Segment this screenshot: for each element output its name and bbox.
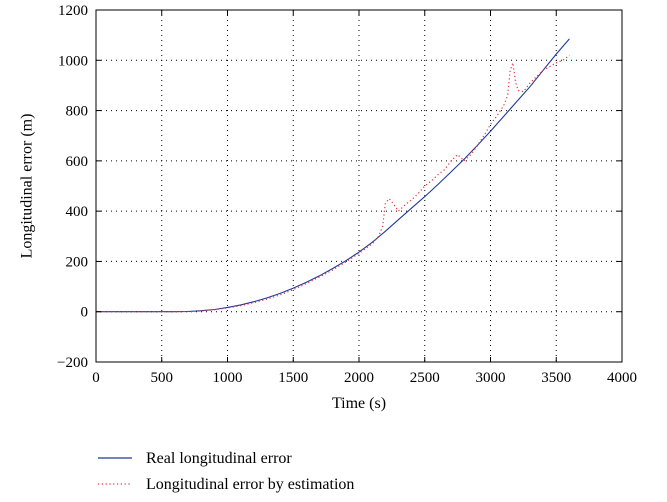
x-tick-label: 500 [151, 370, 174, 386]
y-tick-label: 1200 [58, 3, 88, 19]
y-tick-label: 600 [66, 154, 89, 170]
y-tick-label: 200 [66, 254, 89, 270]
x-tick-label: 2000 [344, 370, 374, 386]
series-line-real [96, 38, 570, 313]
x-tick-label: 4000 [607, 370, 637, 386]
x-tick-label: 0 [92, 370, 100, 386]
legend-label-real: Real longitudinal error [146, 450, 292, 467]
legend: Real longitudinal error Longitudinal err… [98, 450, 354, 493]
ticks: 0 500 1000 1500 2000 2500 3000 3500 4000−2000200… [57, 3, 637, 386]
x-axis-label: Time (s) [332, 395, 386, 412]
legend-label-estimation: Longitudinal error by estimation [146, 476, 354, 493]
y-axis-label: Longitudinal error (m) [19, 114, 36, 259]
y-tick-label: 0 [81, 305, 89, 321]
x-tick-label: 3000 [476, 370, 506, 386]
y-tick-label: 1000 [58, 53, 88, 69]
x-tick-label: 1000 [213, 370, 243, 386]
y-tick-label: −200 [57, 355, 88, 371]
y-tick-label: 400 [66, 204, 89, 220]
series-layer [96, 38, 570, 313]
x-tick-label: 3500 [541, 370, 571, 386]
x-tick-label: 2500 [410, 370, 440, 386]
series-line-estimation [96, 54, 570, 313]
y-tick-label: 800 [66, 104, 89, 120]
x-tick-label: 1500 [278, 370, 308, 386]
grid [96, 10, 622, 362]
